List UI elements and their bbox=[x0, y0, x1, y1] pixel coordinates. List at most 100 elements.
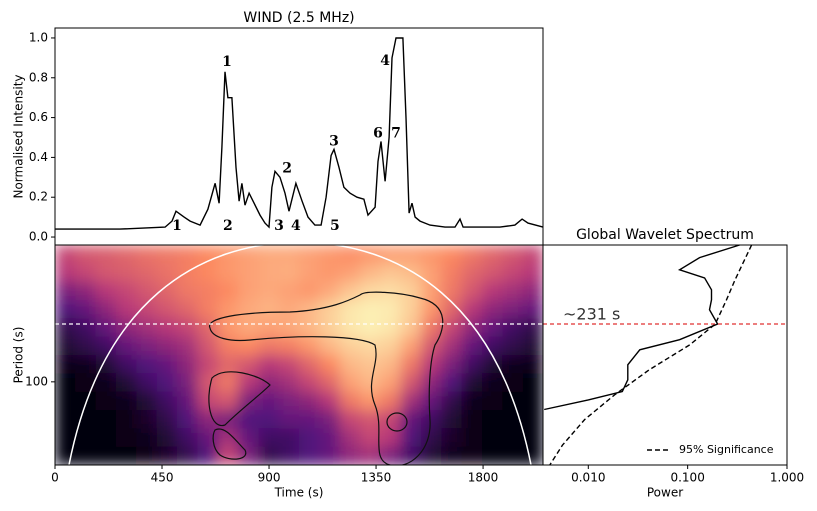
heatmap-cell bbox=[522, 355, 543, 374]
heatmap-cell bbox=[299, 336, 320, 356]
heatmap-cell bbox=[197, 300, 219, 319]
y-tick-label: 1.0 bbox=[29, 30, 48, 44]
heatmap-cell bbox=[278, 300, 300, 319]
heatmap-cell bbox=[482, 336, 503, 356]
heatmap-cell bbox=[482, 355, 503, 374]
heatmap-cell bbox=[502, 318, 524, 338]
heatmap-cell bbox=[380, 300, 402, 319]
heatmap-cell bbox=[75, 428, 97, 448]
heatmap-cell bbox=[339, 391, 361, 411]
heatmap-cell bbox=[380, 373, 402, 393]
heatmap-cell bbox=[278, 410, 300, 429]
heatmap-cell bbox=[502, 428, 524, 448]
heatmap-cell bbox=[339, 263, 361, 283]
heatmap-cell bbox=[177, 281, 198, 301]
y-tick-label: 0.8 bbox=[29, 70, 48, 84]
heatmap-cell bbox=[177, 391, 198, 411]
heatmap-cell bbox=[156, 300, 178, 319]
heatmap-cell bbox=[238, 245, 259, 264]
heatmap-cell bbox=[95, 318, 117, 338]
heatmap-cell bbox=[522, 300, 543, 319]
heatmap-cell bbox=[238, 428, 259, 448]
heatmap-cell bbox=[360, 391, 381, 411]
heatmap-cell bbox=[380, 263, 402, 283]
series-line bbox=[549, 244, 753, 466]
heatmap-cell bbox=[360, 428, 381, 448]
heatmap-cell bbox=[75, 318, 97, 338]
heatmap-cell bbox=[258, 428, 280, 448]
heatmap-cell bbox=[238, 318, 259, 338]
heatmap-cell bbox=[75, 300, 97, 319]
heatmap-cell bbox=[116, 263, 137, 283]
heatmap-cell bbox=[441, 428, 463, 448]
heatmap-cell bbox=[319, 428, 341, 448]
heatmap-cell bbox=[278, 336, 300, 356]
heatmap-overlay bbox=[68, 245, 532, 465]
heatmap-cell bbox=[461, 410, 483, 429]
heatmap-cell bbox=[197, 263, 219, 283]
heatmap-cell bbox=[502, 300, 524, 319]
annotation: 3 bbox=[329, 133, 339, 149]
heatmap-cell bbox=[258, 336, 280, 356]
heatmap-cell bbox=[95, 428, 117, 448]
heatmap-cell bbox=[55, 245, 76, 264]
heatmap-cell bbox=[116, 336, 137, 356]
heatmap-cell bbox=[136, 391, 158, 411]
heatmap-cell bbox=[421, 428, 442, 448]
heatmap-cell bbox=[55, 263, 76, 283]
heatmap-cell bbox=[400, 446, 422, 465]
heatmap-cell bbox=[197, 373, 219, 393]
heatmap-cell bbox=[461, 245, 483, 264]
heatmap-cell bbox=[217, 281, 239, 301]
heatmap-cell bbox=[400, 300, 422, 319]
heatmap-cell bbox=[380, 281, 402, 301]
contour bbox=[208, 371, 271, 427]
heatmap-cell bbox=[461, 355, 483, 374]
heatmap-cell bbox=[55, 428, 76, 448]
heatmap-cell bbox=[217, 263, 239, 283]
chart-title: Global Wavelet Spectrum bbox=[576, 227, 754, 243]
heatmap-cell bbox=[441, 391, 463, 411]
heatmap-cell bbox=[238, 336, 259, 356]
heatmap-cell bbox=[278, 318, 300, 338]
heatmap-cell bbox=[522, 263, 543, 283]
heatmap-cell bbox=[156, 336, 178, 356]
heatmap-cell bbox=[238, 300, 259, 319]
heatmap-cell bbox=[441, 245, 463, 264]
heatmap-cell bbox=[177, 373, 198, 393]
annotation: 2 bbox=[223, 218, 233, 234]
heatmap-cell bbox=[217, 446, 239, 465]
heatmap-cell bbox=[156, 355, 178, 374]
heatmap-cell bbox=[461, 391, 483, 411]
heatmap-cell bbox=[441, 300, 463, 319]
heatmap-cell bbox=[156, 391, 178, 411]
heatmap-cell bbox=[177, 300, 198, 319]
heatmap-cell bbox=[258, 373, 280, 393]
heatmap-cell bbox=[400, 355, 422, 374]
series-line bbox=[55, 37, 544, 230]
heatmap-cell bbox=[116, 373, 137, 393]
x-tick-label: 900 bbox=[258, 471, 281, 485]
heatmap-cell bbox=[441, 410, 463, 429]
heatmap-cell bbox=[421, 446, 442, 465]
heatmap-cell bbox=[339, 428, 361, 448]
heatmap-cell bbox=[482, 318, 503, 338]
heatmap-cell bbox=[421, 263, 442, 283]
heatmap-cell bbox=[55, 410, 76, 429]
heatmap-cell bbox=[522, 281, 543, 301]
heatmap-cell bbox=[299, 300, 320, 319]
heatmap-cell bbox=[258, 355, 280, 374]
heatmap-cell bbox=[136, 446, 158, 465]
heatmap-cell bbox=[258, 281, 280, 301]
heatmap-cell bbox=[441, 318, 463, 338]
cone-of-influence bbox=[68, 245, 532, 465]
heatmap-cell bbox=[217, 391, 239, 411]
heatmap-cell bbox=[75, 410, 97, 429]
heatmap-cell bbox=[156, 410, 178, 429]
annotation: 6 bbox=[373, 126, 383, 142]
heatmap-cell bbox=[136, 281, 158, 301]
heatmap-cell bbox=[339, 281, 361, 301]
heatmap-cell bbox=[400, 428, 422, 448]
heatmap-cell bbox=[116, 300, 137, 319]
